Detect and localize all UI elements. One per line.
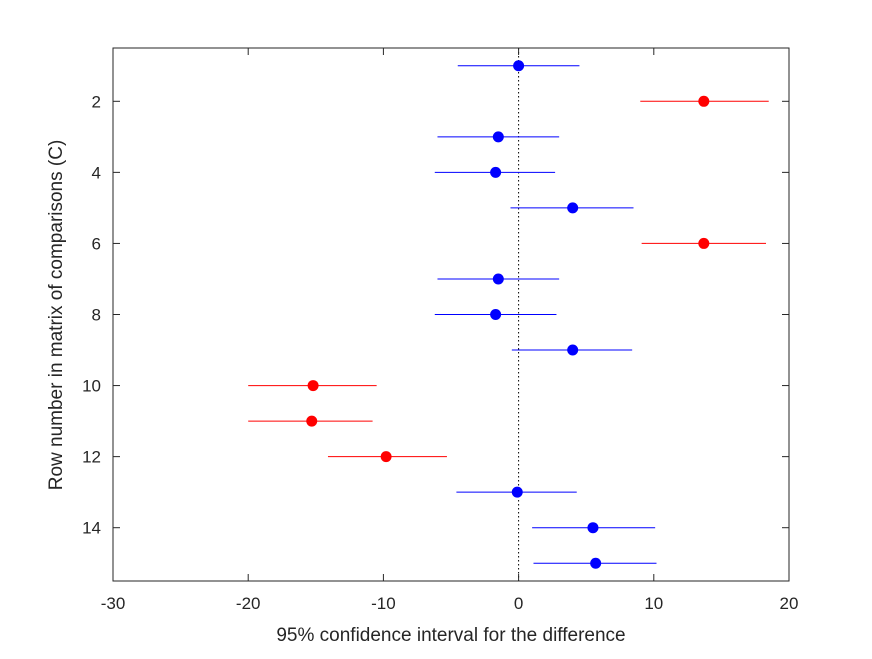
axes-layer: -30 -20 -10 0 10 20 2 4 6 8 10 12 14 [82, 48, 798, 613]
estimate-point-row-12 [380, 451, 392, 463]
x-tick-label: -10 [371, 594, 396, 613]
x-axis-label: 95% confidence interval for the differen… [276, 625, 625, 646]
y-axis-label: Row number in matrix of comparisons (C) [46, 140, 67, 491]
y-tick-label: 4 [92, 163, 101, 182]
x-tick-label: -30 [101, 594, 126, 613]
estimate-point-row-1 [513, 60, 525, 72]
x-tick-label: 20 [780, 594, 799, 613]
y-tick-label: 2 [92, 92, 101, 111]
estimate-point-row-4 [490, 166, 502, 178]
y-tick-label: 10 [82, 377, 101, 396]
y-tick-label: 6 [92, 234, 101, 253]
estimate-point-row-10 [307, 380, 319, 392]
estimate-point-row-11 [306, 415, 318, 427]
y-tick-label: 14 [82, 519, 101, 538]
estimate-point-row-14 [587, 522, 599, 534]
y-tick-label: 12 [82, 448, 101, 467]
plot-layer [248, 48, 769, 581]
estimate-point-row-13 [511, 486, 523, 498]
estimate-point-row-5 [567, 202, 579, 214]
x-tick-label: -20 [236, 594, 261, 613]
x-tick-label: 10 [644, 594, 663, 613]
estimate-point-row-9 [567, 344, 579, 356]
estimate-point-row-2 [698, 95, 710, 107]
estimate-point-row-15 [590, 557, 602, 569]
estimate-point-row-8 [490, 309, 502, 320]
estimate-point-row-7 [492, 273, 504, 285]
x-tick-label: 0 [514, 594, 523, 613]
y-tick-label: 8 [92, 306, 101, 325]
estimate-point-row-6 [698, 237, 710, 249]
estimate-point-row-3 [492, 131, 504, 143]
